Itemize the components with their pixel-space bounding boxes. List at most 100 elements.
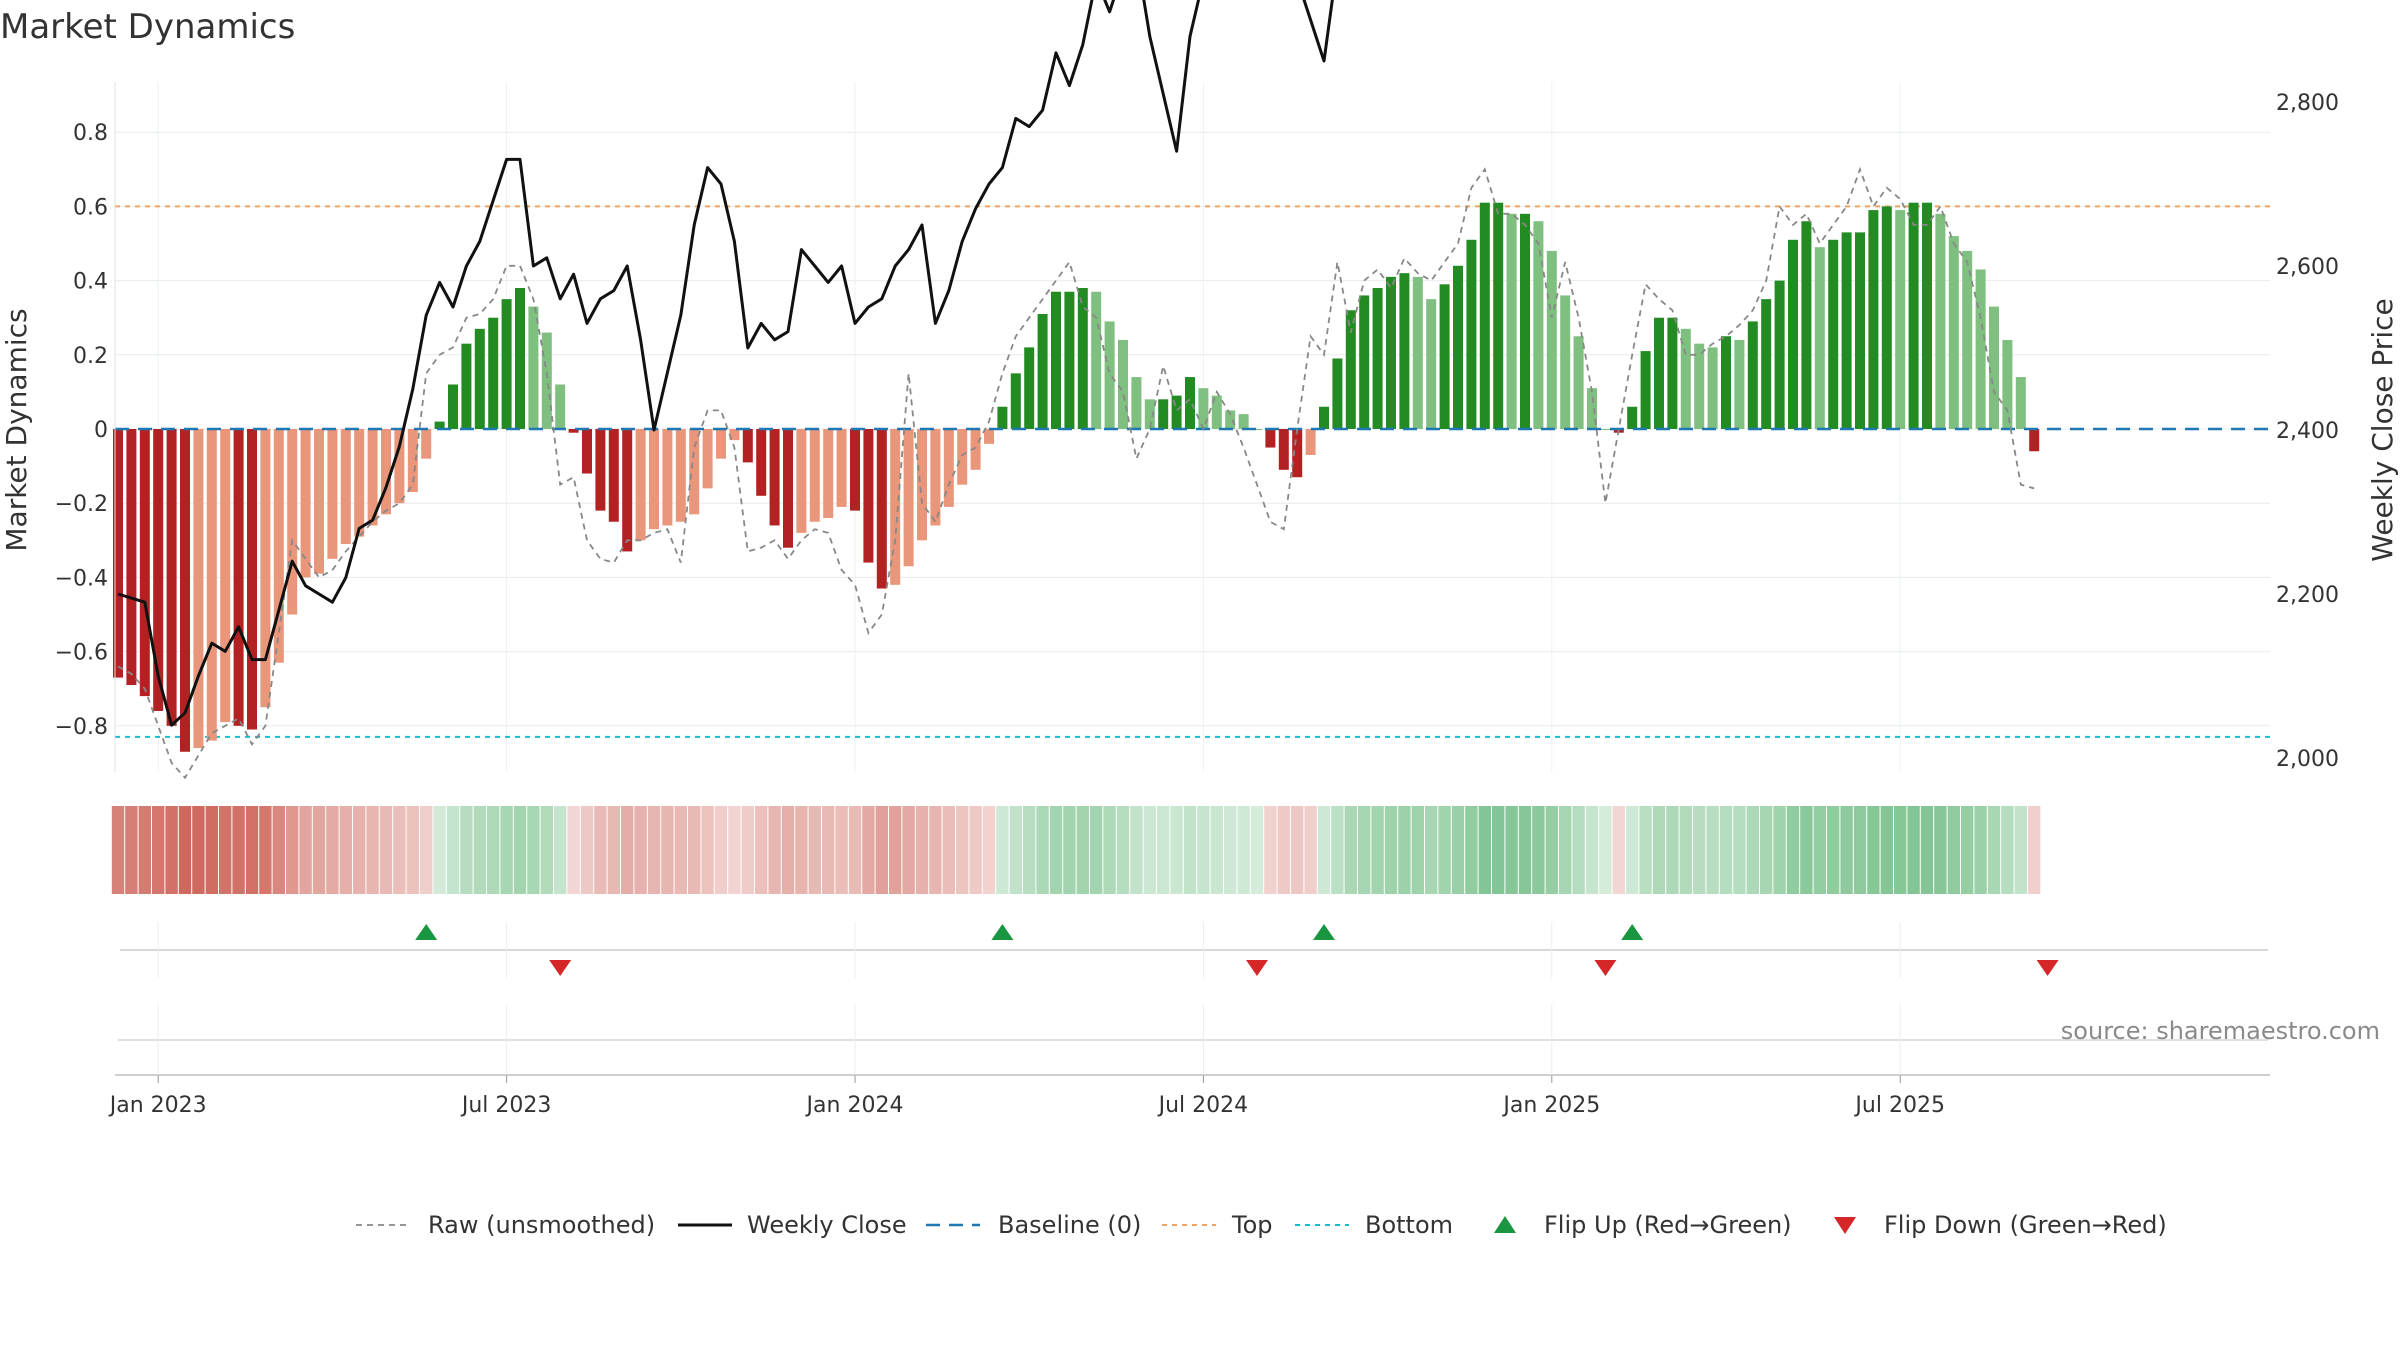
regime-cell [1492, 806, 1505, 894]
dynamics-bar [1560, 295, 1571, 429]
dynamics-bar [381, 429, 391, 515]
regime-cell [1277, 806, 1290, 894]
regime-cell [353, 806, 366, 894]
dynamics-bar [1278, 429, 1289, 470]
dynamics-bar [421, 429, 432, 459]
dynamics-bar [1573, 336, 1584, 429]
dynamics-bar [984, 429, 994, 444]
regime-cell [460, 806, 473, 894]
regime-cell [1532, 806, 1545, 894]
dynamics-bar [193, 429, 204, 749]
regime-cell [607, 806, 620, 894]
regime-cell [1652, 806, 1666, 894]
regime-cell [835, 806, 848, 894]
dynamics-bar [1252, 429, 1262, 430]
dynamics-bar [863, 429, 874, 563]
regime-cell [1907, 806, 1920, 894]
regime-cell [1987, 806, 2001, 894]
regime-cell [1827, 806, 1840, 894]
flip-down-marker [1246, 960, 1268, 976]
y2-tick-label: 2,400 [2276, 419, 2339, 444]
dynamics-bar [501, 299, 512, 429]
regime-cell [848, 806, 862, 894]
dynamics-bar [1761, 299, 1772, 429]
regime-cell [1585, 806, 1599, 894]
regime-cell [688, 806, 701, 894]
dynamics-bar [809, 429, 820, 522]
regime-cell [929, 806, 942, 894]
dynamics-bar [555, 384, 566, 429]
dynamics-bar [1118, 339, 1128, 429]
legend-label: Flip Up (Red→Green) [1544, 1211, 1792, 1239]
regime-cell [701, 806, 714, 894]
dynamics-bar [1372, 288, 1383, 429]
regime-cell [621, 806, 634, 894]
regime-cell [1143, 806, 1156, 894]
dynamics-bar [1399, 273, 1410, 429]
regime-cell [567, 806, 580, 894]
dynamics-bar [1412, 276, 1423, 429]
x-tick-label: Jul 2025 [1853, 1093, 1945, 1118]
dynamics-bar [367, 429, 378, 526]
dynamics-bar [970, 429, 981, 470]
regime-cell [915, 806, 929, 894]
regime-cell [1237, 806, 1250, 894]
regime-cell [178, 806, 192, 894]
regime-cell [1358, 806, 1371, 894]
regime-cell [1063, 806, 1076, 894]
dynamics-bar [354, 429, 365, 537]
regime-cell [379, 806, 393, 894]
dynamics-bar [1935, 213, 1946, 429]
regime-cell [1666, 806, 1679, 894]
regime-cell [1760, 806, 1773, 894]
regime-cell [1210, 806, 1223, 894]
regime-cell [1009, 806, 1022, 894]
dynamics-bar [1211, 395, 1222, 429]
dynamics-bar [314, 429, 324, 574]
dynamics-bars [113, 202, 2040, 752]
regime-cell [1183, 806, 1197, 894]
regime-cell [1049, 806, 1063, 894]
regime-cell [1411, 806, 1424, 894]
dynamics-bar [957, 429, 968, 485]
regime-cell [1170, 806, 1183, 894]
regime-cell [1023, 806, 1036, 894]
regime-cell [219, 806, 232, 894]
dynamics-bar [823, 429, 834, 519]
dynamics-bar [1895, 210, 1906, 429]
dynamics-bar [2029, 429, 2040, 452]
source-note: source: sharemaestro.com [2061, 1017, 2380, 1045]
dynamics-bar [1747, 321, 1758, 429]
regime-cell [366, 806, 379, 894]
regime-cell [1371, 806, 1384, 894]
regime-cell [1961, 806, 1974, 894]
dynamics-bar [689, 429, 700, 515]
regime-cell [1813, 806, 1826, 894]
dynamics-bar [434, 421, 445, 429]
dynamics-bar [622, 429, 633, 552]
dynamics-bar [1962, 250, 1973, 429]
dynamics-bar [273, 429, 284, 663]
dynamics-bar [287, 429, 298, 615]
regime-strip [111, 806, 2041, 894]
dynamics-bar [461, 343, 472, 429]
dynamics-bar [1587, 388, 1597, 429]
regime-cell [1317, 806, 1331, 894]
dynamics-bar [474, 328, 485, 429]
y2-axis-label: Weekly Close Price [2366, 298, 2399, 561]
y2-tick-label: 2,600 [2276, 255, 2339, 280]
dynamics-bar [126, 429, 137, 685]
dynamics-bar [1158, 399, 1169, 429]
x-tick-label: Jan 2024 [805, 1093, 904, 1118]
regime-cell [1679, 806, 1692, 894]
regime-cell [1773, 806, 1786, 894]
dynamics-bar [635, 429, 646, 541]
flip-up-marker [415, 924, 438, 940]
dynamics-bar [1453, 265, 1463, 429]
regime-cell [540, 806, 553, 894]
dynamics-bar [180, 429, 190, 752]
x-tick-label: Jan 2025 [1501, 1093, 1600, 1118]
dynamics-bar [1051, 291, 1061, 429]
regime-cell [1599, 806, 1612, 894]
